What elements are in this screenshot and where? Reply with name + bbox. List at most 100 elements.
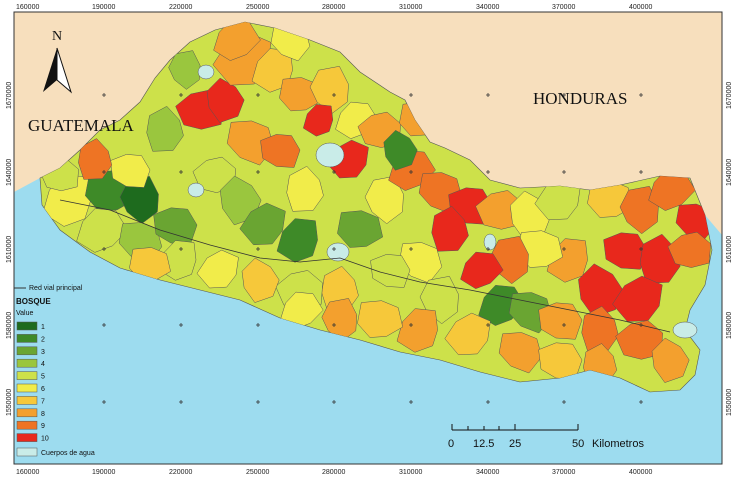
legend-swatch-5 — [16, 371, 38, 380]
grid-cross — [486, 170, 490, 174]
legend-swatch-9 — [16, 420, 38, 430]
legend-road-label: Red vial principal — [29, 285, 83, 292]
grid-cross — [102, 323, 106, 327]
legend-label-6: 6 — [41, 386, 45, 393]
neighbor-land — [14, 12, 722, 235]
y-tick-right-1580000: 1580000 — [726, 312, 733, 339]
scale-bar: 0 12.5 25 50 Kilometros — [448, 424, 644, 450]
legend-swatch-10 — [16, 433, 38, 442]
grid-cross — [486, 400, 490, 404]
x-tick-top-190000: 190000 — [92, 4, 115, 11]
grid-cross — [256, 247, 260, 251]
x-tick-top-250000: 250000 — [246, 4, 269, 11]
x-tick-labels-top: 160000 190000 220000 250000 280000 310000 3400… — [16, 4, 652, 11]
y-tick-right-1550000: 1550000 — [726, 389, 733, 416]
legend-title: BOSQUE — [16, 297, 51, 306]
legend-label-10: 10 — [41, 436, 49, 443]
legend: Red vial principal BOSQUE Value 1 2 3 4 5 6 7 8… — [14, 285, 95, 457]
y-tick-labels-left: 1670000 1640000 1610000 1580000 1550000 — [6, 82, 13, 416]
region-class-10 — [431, 205, 469, 252]
legend-swatch-2 — [16, 334, 38, 343]
scale-label-12-5: 12.5 — [473, 438, 494, 450]
grid-cross — [256, 93, 260, 97]
region-class-6 — [286, 165, 324, 212]
legend-label-3: 3 — [41, 349, 45, 356]
grid-cross — [486, 323, 490, 327]
scale-label-50: 50 — [572, 438, 584, 450]
region-class-7 — [444, 312, 491, 356]
region-class-10 — [612, 275, 663, 322]
grid-cross — [102, 247, 106, 251]
legend-label-water: Cuerpos de agua — [41, 450, 95, 457]
x-tick-top-280000: 280000 — [322, 4, 345, 11]
region-class-6 — [196, 249, 239, 289]
grid-cross — [332, 247, 336, 251]
y-tick-right-1610000: 1610000 — [726, 236, 733, 263]
x-tick-bottom-370000: 370000 — [552, 469, 575, 476]
x-tick-bottom-340000: 340000 — [476, 469, 499, 476]
scale-label-25: 25 — [509, 438, 521, 450]
x-tick-top-340000: 340000 — [476, 4, 499, 11]
y-tick-right-1670000: 1670000 — [726, 82, 733, 109]
y-tick-left-1580000: 1580000 — [6, 312, 13, 339]
region-class-8 — [651, 337, 690, 383]
legend-label-9: 9 — [41, 423, 45, 430]
region-class-10 — [603, 232, 648, 270]
grid-cross — [562, 323, 566, 327]
x-tick-top-400000: 400000 — [629, 4, 652, 11]
grid-cross — [179, 170, 183, 174]
grid-cross — [332, 323, 336, 327]
legend-swatch-3 — [16, 346, 38, 356]
grid-cross — [179, 247, 183, 251]
reservoir-15-septiembre — [483, 233, 497, 251]
region-class-7 — [241, 257, 280, 303]
scale-unit: Kilometros — [592, 438, 644, 450]
grid-cross — [256, 170, 260, 174]
main-road — [59, 199, 671, 333]
grid-cross — [409, 247, 413, 251]
legend-swatch-8 — [16, 408, 38, 418]
x-tick-bottom-400000: 400000 — [629, 469, 652, 476]
region-class-10 — [460, 251, 504, 289]
grid-cross — [562, 247, 566, 251]
y-tick-right-1640000: 1640000 — [726, 159, 733, 186]
grid-cross — [639, 400, 643, 404]
region-class-9 — [648, 170, 696, 211]
grid-cross — [639, 170, 643, 174]
grid-cross — [409, 400, 413, 404]
north-arrow-icon — [43, 48, 57, 92]
y-tick-left-1610000: 1610000 — [6, 236, 13, 263]
grid-cross — [639, 323, 643, 327]
x-tick-bottom-220000: 220000 — [169, 469, 192, 476]
grid-cross — [102, 400, 106, 404]
grid-cross — [409, 323, 413, 327]
grid-cross — [486, 93, 490, 97]
reservoir-cerron-grande — [315, 142, 345, 168]
legend-swatch-4 — [16, 358, 38, 368]
grid-cross — [409, 93, 413, 97]
region-class-7 — [357, 300, 403, 338]
grid-cross — [486, 247, 490, 251]
region-class-10 — [303, 104, 334, 137]
north-label: N — [52, 29, 62, 44]
grid-cross — [179, 400, 183, 404]
grid-cross — [179, 323, 183, 327]
lake-coatepeque — [187, 182, 205, 198]
region-class-3 — [239, 202, 286, 246]
y-tick-labels-right: 1670000 1640000 1610000 1580000 1550000 — [726, 82, 733, 416]
grid-cross — [562, 93, 566, 97]
legend-subtitle: Value — [16, 310, 33, 317]
legend-label-8: 8 — [41, 411, 45, 418]
x-tick-top-160000: 160000 — [16, 4, 39, 11]
grid-cross — [562, 400, 566, 404]
grid-cross — [102, 93, 106, 97]
x-tick-labels-bottom: 160000 190000 220000 250000 280000 310000 3400… — [16, 469, 652, 476]
legend-swatch-7 — [16, 396, 38, 405]
region-class-8 — [538, 302, 583, 340]
y-tick-left-1670000: 1670000 — [6, 82, 13, 109]
y-tick-left-1640000: 1640000 — [6, 159, 13, 186]
grid-cross — [639, 93, 643, 97]
grid-cross — [639, 247, 643, 251]
grid-cross — [332, 400, 336, 404]
legend-swatch-water — [16, 447, 38, 457]
